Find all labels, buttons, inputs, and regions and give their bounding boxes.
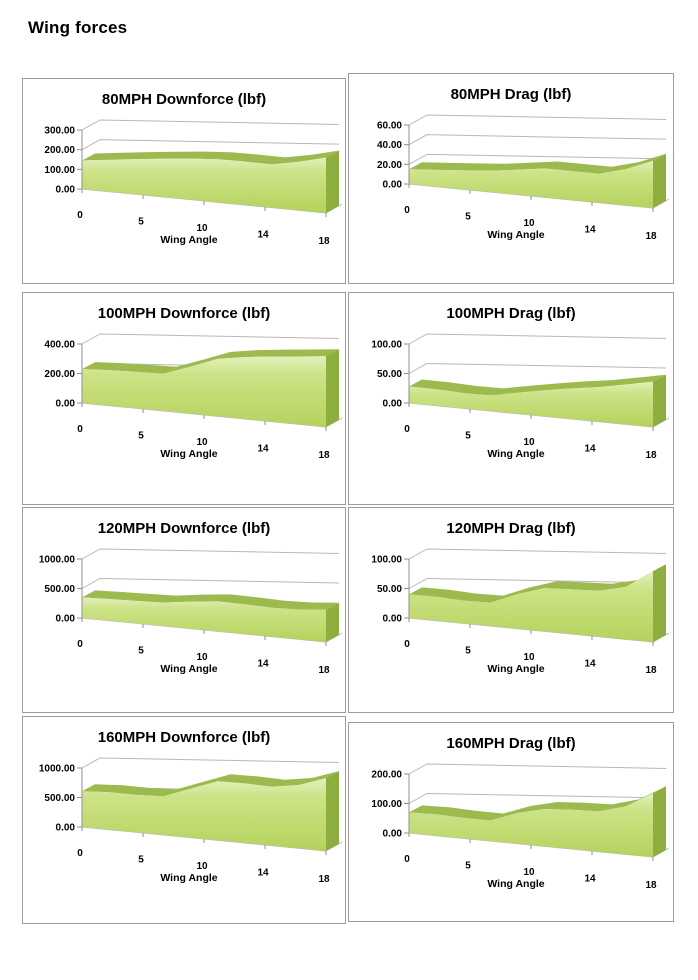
svg-text:Wing Angle: Wing Angle xyxy=(160,872,217,884)
svg-text:0.00: 0.00 xyxy=(383,180,403,191)
svg-text:18: 18 xyxy=(318,874,330,885)
chart-title: 100MPH Drag (lbf) xyxy=(446,305,576,322)
svg-text:10: 10 xyxy=(196,652,208,663)
svg-text:5: 5 xyxy=(465,431,471,442)
svg-text:18: 18 xyxy=(318,450,330,461)
svg-text:0.00: 0.00 xyxy=(56,185,76,196)
svg-text:5: 5 xyxy=(138,217,144,228)
svg-text:14: 14 xyxy=(257,659,269,670)
svg-text:14: 14 xyxy=(257,230,269,241)
svg-text:1000.00: 1000.00 xyxy=(39,555,76,566)
chart-160mph-drag: 160MPH Drag (lbf) 200.00 100.00 0.00 0 5 10 14… xyxy=(348,722,674,922)
svg-text:10: 10 xyxy=(523,218,535,229)
svg-text:100.00: 100.00 xyxy=(371,555,402,566)
svg-text:Wing Angle: Wing Angle xyxy=(487,229,544,241)
chart-80mph-drag: 80MPH Drag (lbf) 60.00 40.00 20.00 0.00 0 5 10… xyxy=(348,73,674,284)
svg-text:60.00: 60.00 xyxy=(377,121,402,132)
chart-120mph-downforce: 120MPH Downforce (lbf) 1000.00 500.00 0.00… xyxy=(22,507,346,713)
svg-text:0: 0 xyxy=(77,848,83,859)
svg-text:Wing Angle: Wing Angle xyxy=(487,663,544,675)
svg-text:Wing Angle: Wing Angle xyxy=(487,878,544,890)
chart-title: 120MPH Downforce (lbf) xyxy=(97,520,271,537)
svg-text:100.00: 100.00 xyxy=(44,165,75,176)
svg-text:14: 14 xyxy=(584,225,596,236)
chart-title: 120MPH Drag (lbf) xyxy=(446,520,576,537)
svg-text:0.00: 0.00 xyxy=(56,399,76,410)
svg-text:5: 5 xyxy=(138,431,144,442)
svg-text:5: 5 xyxy=(138,855,144,866)
svg-text:0: 0 xyxy=(77,210,83,221)
svg-text:20.00: 20.00 xyxy=(377,160,402,171)
svg-text:100.00: 100.00 xyxy=(371,340,402,351)
chart-160mph-downforce: 160MPH Downforce (lbf) 1000.00 500.00 0.00… xyxy=(22,716,346,924)
svg-text:200.00: 200.00 xyxy=(371,770,402,781)
chart-title: 80MPH Downforce (lbf) xyxy=(101,91,267,108)
area-plot: 1000.00 500.00 0.00 0 5 10 14 18 Wing Angle xyxy=(39,548,343,676)
svg-text:0: 0 xyxy=(404,854,410,865)
svg-text:5: 5 xyxy=(465,646,471,657)
area-plot: 60.00 40.00 20.00 0.00 0 5 10 14 18 Wing Angle xyxy=(377,114,670,242)
svg-text:0.00: 0.00 xyxy=(383,829,403,840)
chart-title: 160MPH Downforce (lbf) xyxy=(97,729,271,746)
svg-text:0: 0 xyxy=(404,424,410,435)
area-plot: 200.00 100.00 0.00 0 5 10 14 18 Wing Angle xyxy=(371,763,670,891)
svg-text:14: 14 xyxy=(584,659,596,670)
svg-text:18: 18 xyxy=(318,665,330,676)
svg-text:18: 18 xyxy=(645,880,657,891)
svg-text:500.00: 500.00 xyxy=(44,793,75,804)
svg-text:18: 18 xyxy=(318,236,330,247)
chart-100mph-downforce: 100MPH Downforce (lbf) 400.00 200.00 0.00 0… xyxy=(22,292,346,505)
svg-text:10: 10 xyxy=(196,223,208,234)
svg-text:1000.00: 1000.00 xyxy=(39,764,76,775)
svg-text:0.00: 0.00 xyxy=(383,614,403,625)
svg-text:500.00: 500.00 xyxy=(44,584,75,595)
chart-title: 100MPH Downforce (lbf) xyxy=(97,305,271,322)
svg-text:50.00: 50.00 xyxy=(377,369,402,380)
svg-text:100.00: 100.00 xyxy=(371,799,402,810)
svg-text:5: 5 xyxy=(138,646,144,657)
area-plot: 400.00 200.00 0.00 0 5 10 14 18 Wing Angle xyxy=(44,333,343,461)
svg-text:0: 0 xyxy=(404,205,410,216)
svg-text:Wing Angle: Wing Angle xyxy=(160,663,217,675)
svg-text:18: 18 xyxy=(645,231,657,242)
svg-text:50.00: 50.00 xyxy=(377,584,402,595)
svg-text:Wing Angle: Wing Angle xyxy=(160,234,217,246)
svg-text:18: 18 xyxy=(645,450,657,461)
chart-120mph-drag: 120MPH Drag (lbf) 100.00 50.00 0.00 0 5 10 14 1… xyxy=(348,507,674,713)
svg-text:14: 14 xyxy=(257,868,269,879)
svg-text:10: 10 xyxy=(523,652,535,663)
svg-text:Wing Angle: Wing Angle xyxy=(487,448,544,460)
svg-text:0.00: 0.00 xyxy=(383,399,403,410)
svg-text:14: 14 xyxy=(584,444,596,455)
chart-100mph-drag: 100MPH Drag (lbf) 100.00 50.00 0.00 0 5 10 14 1… xyxy=(348,292,674,505)
area-plot: 100.00 50.00 0.00 0 5 10 14 18 Wing Angle xyxy=(371,333,670,461)
page-title: Wing forces xyxy=(28,18,128,37)
chart-title: 80MPH Drag (lbf) xyxy=(450,86,572,103)
svg-text:10: 10 xyxy=(196,437,208,448)
svg-text:5: 5 xyxy=(465,861,471,872)
svg-text:0.00: 0.00 xyxy=(56,614,76,625)
svg-text:200.00: 200.00 xyxy=(44,369,75,380)
area-plot: 300.00 200.00 100.00 0.00 0 5 10 14 18 Wing Angle xyxy=(44,119,343,247)
svg-text:300.00: 300.00 xyxy=(44,126,75,137)
svg-text:10: 10 xyxy=(523,867,535,878)
area-plot: 1000.00 500.00 0.00 0 5 10 14 18 Wing Angle xyxy=(39,757,343,885)
svg-text:14: 14 xyxy=(584,874,596,885)
svg-text:40.00: 40.00 xyxy=(377,140,402,151)
svg-text:5: 5 xyxy=(465,212,471,223)
svg-text:0: 0 xyxy=(404,639,410,650)
svg-text:Wing Angle: Wing Angle xyxy=(160,448,217,460)
area-plot: 100.00 50.00 0.00 0 5 10 14 18 Wing Angle xyxy=(371,548,670,676)
svg-text:18: 18 xyxy=(645,665,657,676)
chart-title: 160MPH Drag (lbf) xyxy=(446,735,576,752)
svg-text:0: 0 xyxy=(77,424,83,435)
svg-text:14: 14 xyxy=(257,444,269,455)
svg-text:0.00: 0.00 xyxy=(56,823,76,834)
svg-text:0: 0 xyxy=(77,639,83,650)
svg-text:10: 10 xyxy=(523,437,535,448)
svg-text:10: 10 xyxy=(196,861,208,872)
chart-80mph-downforce: 80MPH Downforce (lbf) 300.00 200.00 100.00… xyxy=(22,78,346,284)
svg-text:400.00: 400.00 xyxy=(44,340,75,351)
svg-text:200.00: 200.00 xyxy=(44,145,75,156)
